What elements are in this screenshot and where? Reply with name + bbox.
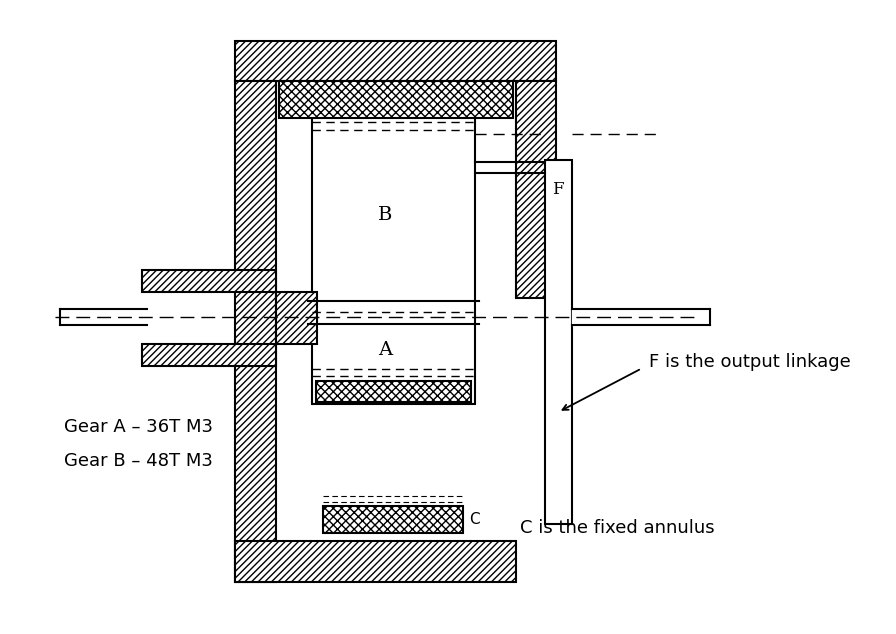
Text: B: B	[378, 206, 392, 224]
Text: F: F	[553, 181, 564, 198]
Text: F is the output linkage: F is the output linkage	[650, 353, 851, 371]
Bar	[279, 81, 513, 118]
Text: C is the fixed annulus: C is the fixed annulus	[521, 519, 715, 538]
Bar	[142, 271, 276, 292]
Bar	[276, 292, 316, 344]
Bar	[235, 41, 556, 81]
Bar	[515, 81, 556, 297]
Bar	[235, 81, 276, 582]
Bar	[545, 160, 572, 524]
Bar	[312, 83, 475, 404]
Bar	[235, 541, 515, 582]
Bar	[315, 381, 471, 403]
Text: C: C	[469, 512, 479, 527]
Text: Gear B – 48T M3: Gear B – 48T M3	[65, 451, 213, 470]
Bar	[323, 506, 463, 533]
Bar	[142, 344, 276, 366]
Text: A: A	[378, 341, 392, 359]
Text: Gear A – 36T M3: Gear A – 36T M3	[65, 418, 213, 436]
